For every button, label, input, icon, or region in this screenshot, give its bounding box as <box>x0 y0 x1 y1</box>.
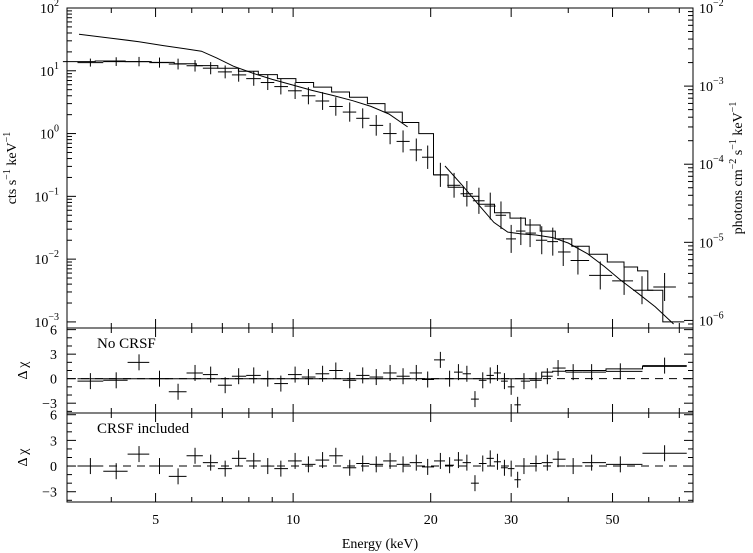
axis-ticks <box>67 7 693 502</box>
x-axis-label: Energy (keV) <box>342 537 419 552</box>
unfolded-model-curve <box>444 165 674 325</box>
res-tick-label: 0 <box>50 460 57 475</box>
x-tick-label: 30 <box>504 513 518 528</box>
y-tick-label: 10−1 <box>34 186 59 205</box>
y2-tick-label: 10−5 <box>699 232 724 251</box>
res-tick-label: 0 <box>50 373 57 388</box>
main-panel-frame <box>66 7 694 329</box>
res-ylabel: Δ χ <box>16 448 31 467</box>
panel-label-r2: CRSF included <box>97 421 190 437</box>
y-tick-label: 102 <box>40 0 59 17</box>
res-tick-label: −3 <box>42 397 57 412</box>
unfolded-model-curve <box>78 33 408 128</box>
y-tick-label: 10−2 <box>34 249 59 268</box>
y2-axis-label: photons cm−2 s−1 keV−1 <box>728 102 746 235</box>
y2-tick-label: 10−2 <box>699 0 724 17</box>
y-tick-label: 101 <box>40 61 59 80</box>
y-tick-label: 10−3 <box>34 312 59 331</box>
x-tick-label: 50 <box>606 513 620 528</box>
y2-tick-label: 10−6 <box>699 310 724 329</box>
plot-series <box>62 33 693 492</box>
residual-model-r1 <box>77 365 687 380</box>
res-tick-label: −3 <box>42 486 57 501</box>
y-axis-label: cts s−1 keV−1 <box>2 132 20 205</box>
res-ylabel: Δ χ <box>16 361 31 380</box>
x-tick-label: 20 <box>424 513 438 528</box>
res-tick-label: 6 <box>50 409 57 424</box>
x-tick-label: 5 <box>152 513 159 528</box>
res-tick-label: 3 <box>50 434 57 449</box>
y2-tick-label: 10−3 <box>699 76 724 95</box>
y2-tick-label: 10−4 <box>699 154 724 173</box>
panel-label-r1: No CRSF <box>97 336 156 352</box>
y-tick-label: 100 <box>40 124 59 143</box>
res-tick-label: 3 <box>50 348 57 363</box>
res-tick-label: 6 <box>50 324 57 339</box>
model-counts-step <box>62 60 685 323</box>
x-tick-label: 10 <box>286 513 300 528</box>
